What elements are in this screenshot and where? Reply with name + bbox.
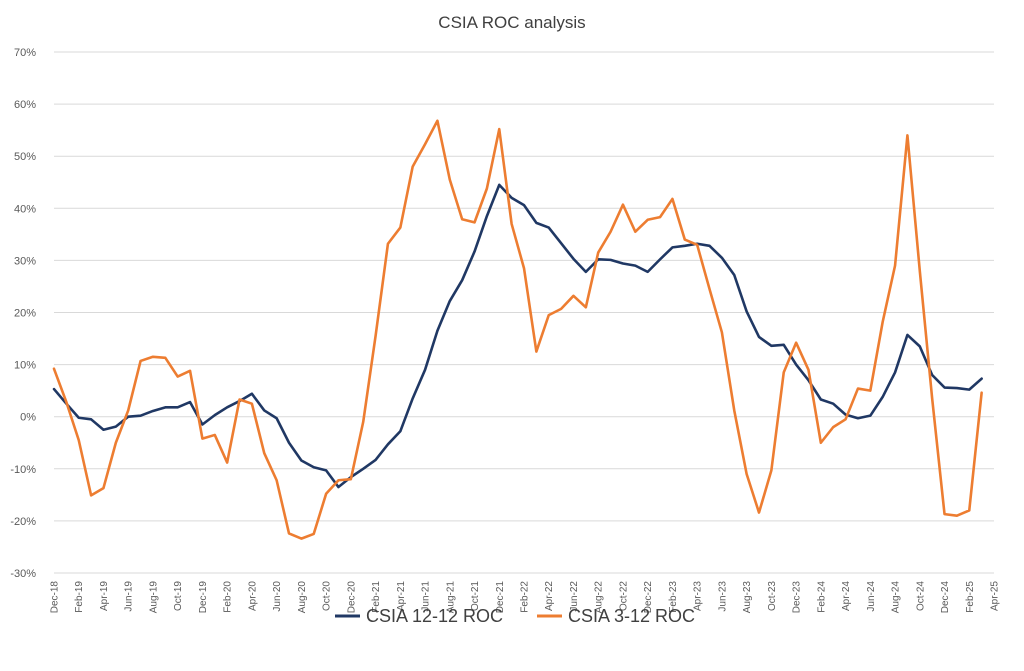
y-tick-label: -20% [10, 516, 36, 528]
series-line-csia-3-12-roc [52, 119, 983, 540]
x-tick-label: Apr-20 [247, 581, 258, 611]
y-axis: 70% 60% 50% 40% 30% 20% 10% 0% -10% -20% -30% [10, 47, 36, 580]
y-tick-label: 50% [14, 151, 36, 163]
y-tick-label: 0% [20, 412, 36, 424]
x-tick-label: Oct-20 [322, 581, 333, 611]
y-tick-label: 30% [14, 255, 36, 267]
x-tick-label: Apr-25 [990, 581, 1001, 611]
legend-label-csia-3-12-roc: CSIA 3-12 ROC [568, 606, 695, 626]
x-tick-label: Feb-21 [371, 581, 382, 613]
series-lines [52, 119, 983, 540]
x-tick-label: Oct-24 [915, 581, 926, 611]
x-tick-label: Jun-19 [124, 581, 135, 612]
x-tick-label: Apr-22 [544, 581, 555, 611]
x-tick-label: Jun-22 [569, 581, 580, 612]
y-tick-label: 40% [14, 203, 36, 215]
x-tick-label: Jun-23 [717, 581, 728, 612]
y-tick-label: 20% [14, 308, 36, 320]
x-tick-label: Aug-23 [742, 581, 753, 614]
x-axis: Dec-18 Feb-19 Apr-19 Jun-19 Aug-19 Oct-19 Dec-… [50, 581, 1001, 614]
x-tick-label: Apr-24 [841, 581, 852, 611]
x-tick-label: Dec-18 [50, 581, 61, 614]
gridlines [54, 51, 994, 574]
x-tick-label: Aug-21 [445, 581, 456, 614]
x-tick-label: Dec-24 [940, 581, 951, 614]
legend-label-csia-12-12-roc: CSIA 12-12 ROC [366, 606, 503, 626]
legend: CSIA 12-12 ROC CSIA 3-12 ROC [335, 606, 695, 626]
x-tick-label: Feb-24 [816, 581, 827, 613]
x-tick-label: Feb-20 [223, 581, 234, 613]
x-tick-label: Aug-22 [594, 581, 605, 614]
y-tick-label: 10% [14, 360, 36, 372]
x-tick-label: Feb-19 [74, 581, 85, 613]
x-tick-label: Jun-20 [272, 581, 283, 612]
x-tick-label: Oct-23 [767, 581, 778, 611]
x-tick-label: Dec-22 [643, 581, 654, 614]
x-tick-label: Dec-23 [792, 581, 803, 614]
x-tick-label: Dec-21 [495, 581, 506, 614]
y-tick-label: -10% [10, 464, 36, 476]
x-tick-label: Oct-22 [618, 581, 629, 611]
x-tick-label: Feb-25 [965, 581, 976, 613]
x-tick-label: Apr-21 [396, 581, 407, 611]
x-tick-label: Dec-20 [346, 581, 357, 614]
x-tick-label: Oct-19 [173, 581, 184, 611]
y-tick-label: -30% [10, 568, 36, 580]
x-tick-label: Oct-21 [470, 581, 481, 611]
x-tick-label: Aug-24 [891, 581, 902, 614]
x-tick-label: Dec-19 [198, 581, 209, 614]
y-tick-label: 70% [14, 47, 36, 59]
series-line-csia-12-12-roc [52, 183, 983, 489]
x-tick-label: Aug-20 [297, 581, 308, 614]
y-tick-label: 60% [14, 99, 36, 111]
x-tick-label: Jun-21 [421, 581, 432, 612]
x-tick-label: Jun-24 [866, 581, 877, 612]
x-tick-label: Apr-19 [99, 581, 110, 611]
x-tick-label: Apr-23 [693, 581, 704, 611]
x-tick-label: Aug-19 [148, 581, 159, 614]
x-tick-label: Feb-22 [520, 581, 531, 613]
x-tick-label: Feb-23 [668, 581, 679, 613]
chart-title: CSIA ROC analysis [438, 13, 585, 32]
